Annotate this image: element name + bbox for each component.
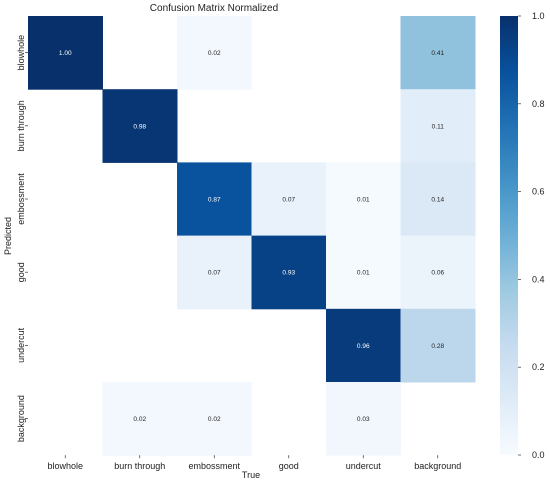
- cell-value-label: 0.96: [357, 343, 370, 350]
- x-tick-label: undercut: [346, 461, 382, 471]
- heatmap-cell: [326, 235, 401, 310]
- cell-value-label: 0.98: [133, 123, 146, 130]
- x-axis: blowhole burn through embossment good underc…: [47, 455, 461, 471]
- cell-value-label: 0.06: [431, 270, 444, 277]
- heatmap-cell: [251, 162, 327, 237]
- heatmap-cell: [251, 235, 327, 310]
- cell-value-label: 0.28: [431, 343, 444, 350]
- colorbar-tick-label: 1.0: [532, 11, 545, 21]
- heatmap-cell: [400, 235, 476, 310]
- y-axis: blowhole burn through embossment good underc…: [16, 35, 28, 442]
- x-axis-label: True: [242, 470, 260, 480]
- colorbar-tick-label: 0.6: [532, 187, 545, 197]
- x-tick-label: burn through: [114, 461, 165, 471]
- heatmap-cell: [177, 162, 252, 237]
- cell-value-label: 0.02: [133, 416, 146, 423]
- colorbar-ticks: 0.0 0.2 0.4 0.6 0.8 1.0: [518, 11, 545, 460]
- cell-value-label: 0.87: [208, 197, 221, 204]
- y-tick-label: burn through: [16, 100, 26, 151]
- y-tick-label: background: [16, 395, 26, 442]
- heatmap-cell: [177, 16, 252, 90]
- cell-value-label: 0.07: [208, 270, 221, 277]
- heatmap-cell: [400, 16, 476, 90]
- heatmap-cell: [28, 16, 103, 90]
- cell-value-label: 0.03: [357, 416, 370, 423]
- heatmap-cell: [400, 308, 476, 383]
- colorbar: [500, 16, 518, 455]
- cell-value-label: 0.01: [357, 270, 370, 277]
- heatmap-cell: [400, 89, 476, 163]
- colorbar-tick-label: 0.0: [532, 450, 545, 460]
- heatmap-cell: [177, 382, 252, 456]
- cell-value-label: 0.93: [282, 270, 295, 277]
- heatmap-cell: [102, 382, 178, 456]
- heatmap-cell: [326, 162, 401, 237]
- cell-value-label: 0.07: [282, 197, 295, 204]
- x-tick-label: good: [279, 461, 299, 471]
- y-tick-label: embossment: [16, 173, 26, 225]
- heatmap-cell: [102, 89, 178, 163]
- colorbar-tick-label: 0.2: [532, 362, 545, 372]
- y-tick-label: good: [16, 262, 26, 282]
- y-tick-label: undercut: [16, 327, 26, 363]
- x-tick-label: background: [414, 461, 461, 471]
- heatmap-cells: 1.00 0.02 0.41 0.98 0.11 0.87 0.07 0.01 0.14 0.07…: [28, 16, 476, 456]
- colorbar-tick-label: 0.8: [532, 99, 545, 109]
- cell-value-label: 0.02: [208, 50, 221, 57]
- heatmap-cell: [177, 235, 252, 310]
- colorbar-tick-label: 0.4: [532, 274, 545, 284]
- x-tick-label: embossment: [188, 461, 240, 471]
- y-axis-label: Predicted: [3, 217, 13, 255]
- cell-value-label: 1.00: [59, 50, 72, 57]
- cell-value-label: 0.02: [208, 416, 221, 423]
- y-tick-label: blowhole: [16, 35, 26, 71]
- chart-title: Confusion Matrix Normalized: [150, 3, 278, 14]
- cell-value-label: 0.14: [431, 197, 444, 204]
- cell-value-label: 0.01: [357, 197, 370, 204]
- heatmap-cell: [400, 162, 476, 237]
- x-tick-label: blowhole: [47, 461, 83, 471]
- heatmap-cell: [326, 308, 401, 383]
- heatmap-cell: [326, 382, 401, 456]
- cell-value-label: 0.41: [431, 50, 444, 57]
- cell-value-label: 0.11: [432, 123, 445, 130]
